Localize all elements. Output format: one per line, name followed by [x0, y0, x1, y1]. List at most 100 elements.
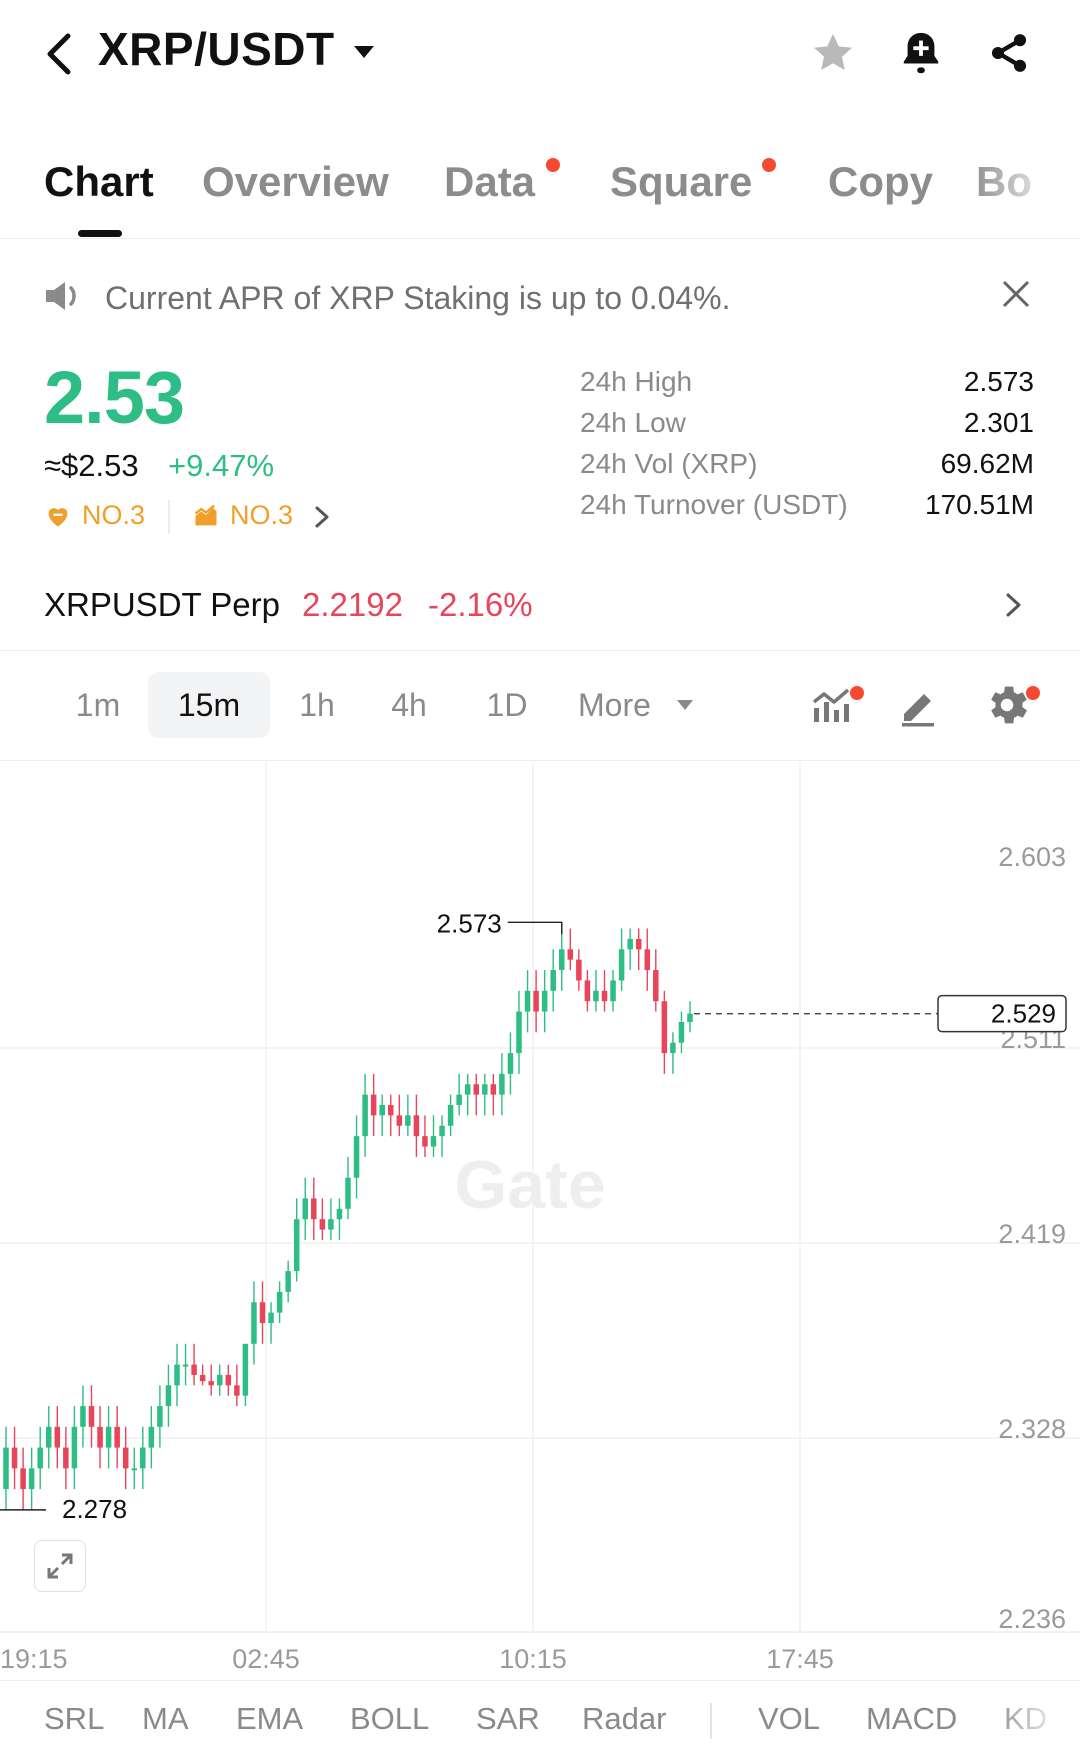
- candle-body: [456, 1094, 462, 1106]
- pair-title[interactable]: XRP/USDT: [98, 23, 335, 75]
- hot-rank-badge[interactable]: NO.3: [44, 500, 145, 531]
- interval-4h[interactable]: 4h: [391, 687, 427, 723]
- candle-body: [3, 1447, 9, 1490]
- candle-body: [644, 949, 650, 971]
- indicator-tabs: SRL MA EMA BOLL SAR Radar VOL MACD KD: [0, 1680, 1080, 1760]
- current-price-label: 2.529: [991, 999, 1056, 1029]
- candle-body: [182, 1364, 189, 1367]
- top-header: XRP/USDT: [0, 0, 1080, 110]
- candle-body: [661, 1001, 668, 1054]
- candle-body: [396, 1115, 403, 1126]
- stat-value-24h-turnover: 170.51M: [925, 489, 1034, 520]
- last-price: 2.53: [44, 356, 185, 439]
- indicator-ema[interactable]: EMA: [236, 1701, 304, 1736]
- candle-body: [242, 1343, 249, 1396]
- price-chart[interactable]: Gate 2.603 2.511 2.419 2.328 2.236 19:15 02:4…: [0, 762, 1080, 1674]
- perp-name: XRPUSDT Perp: [44, 586, 280, 623]
- candle-body: [268, 1312, 274, 1324]
- indicator-sar[interactable]: SAR: [476, 1701, 540, 1736]
- caret-down-icon[interactable]: [676, 698, 694, 712]
- gainer-rank-badge[interactable]: NO.3: [192, 500, 293, 531]
- back-arrow-icon[interactable]: [40, 26, 80, 82]
- caret-down-icon[interactable]: [352, 44, 376, 60]
- settings-gear-icon[interactable]: [982, 680, 1032, 730]
- candle-body: [516, 1011, 522, 1054]
- fullscreen-button[interactable]: [34, 1540, 86, 1592]
- y-tick-label: 2.236: [998, 1604, 1066, 1634]
- indicator-ma[interactable]: MA: [142, 1701, 189, 1736]
- y-tick-label: 2.419: [998, 1219, 1066, 1249]
- indicator-boll[interactable]: BOLL: [350, 1701, 430, 1736]
- candle-body: [345, 1177, 351, 1209]
- candle-body: [328, 1219, 334, 1230]
- indicator-srl[interactable]: SRL: [44, 1701, 105, 1736]
- indicator-overflow-fade: [990, 1681, 1080, 1760]
- star-icon[interactable]: [806, 26, 860, 80]
- tab-data[interactable]: Data: [444, 158, 536, 205]
- perp-contract-row[interactable]: XRPUSDT Perp 2.2192 -2.16%: [0, 560, 1080, 651]
- candle-body: [499, 1073, 505, 1095]
- high-marker-label: 2.573: [437, 908, 502, 938]
- candle-body: [593, 990, 599, 1002]
- candle-body: [678, 1021, 685, 1043]
- interval-more[interactable]: More: [578, 687, 651, 723]
- candle-body: [191, 1364, 197, 1375]
- candle-body: [541, 990, 548, 1012]
- settings-notification-dot: [1026, 686, 1040, 700]
- candle-body: [88, 1406, 95, 1427]
- announcement-bar[interactable]: Current APR of XRP Staking is up to 0.04…: [0, 240, 1080, 350]
- draw-pencil-icon[interactable]: [894, 680, 944, 730]
- indicator-radar[interactable]: Radar: [582, 1701, 667, 1736]
- candle-body: [353, 1136, 360, 1178]
- interval-15m[interactable]: 15m: [148, 672, 270, 738]
- candle-body: [63, 1447, 69, 1469]
- perp-change: -2.16%: [428, 586, 533, 623]
- candle-body: [114, 1426, 120, 1448]
- candle-body: [302, 1198, 308, 1220]
- bell-plus-icon[interactable]: [894, 26, 948, 80]
- candle-body: [627, 938, 633, 950]
- y-tick-label: 2.603: [998, 842, 1066, 872]
- candle-body: [46, 1426, 52, 1448]
- watermark-text: Gate: [454, 1147, 605, 1223]
- y-tick-label: 2.328: [998, 1414, 1066, 1444]
- candle-body: [276, 1291, 283, 1313]
- close-icon[interactable]: [996, 274, 1036, 314]
- x-tick-label: 19:15: [0, 1644, 68, 1672]
- interval-1d[interactable]: 1D: [486, 687, 528, 723]
- interval-1h[interactable]: 1h: [299, 687, 335, 723]
- interval-toolbar: 1m 15m 1h 4h 1D More: [0, 652, 1080, 761]
- candle-body: [653, 970, 659, 1002]
- candle-body: [71, 1426, 78, 1469]
- candle-body: [293, 1219, 300, 1272]
- candle-body: [379, 1105, 385, 1116]
- tab-overview[interactable]: Overview: [202, 158, 389, 205]
- candle-body: [388, 1105, 394, 1116]
- tab-copy[interactable]: Copy: [828, 158, 933, 205]
- tab-chart[interactable]: Chart: [44, 158, 154, 205]
- x-tick-label: 17:45: [766, 1644, 834, 1672]
- indicator-chart-icon[interactable]: [808, 680, 858, 730]
- candle-body: [54, 1426, 61, 1448]
- candle-body: [362, 1094, 368, 1137]
- candle-body: [285, 1271, 291, 1292]
- interval-1m[interactable]: 1m: [75, 687, 121, 723]
- indicator-notification-dot: [850, 686, 864, 700]
- indicator-vol[interactable]: VOL: [758, 1701, 821, 1736]
- candle-body: [174, 1364, 180, 1386]
- candle-body: [439, 1125, 445, 1137]
- chevron-right-icon[interactable]: [312, 502, 332, 532]
- candle-body: [430, 1136, 437, 1147]
- candle-body: [507, 1053, 514, 1074]
- candle-body: [165, 1385, 172, 1407]
- candle-body: [97, 1426, 103, 1448]
- candle-body: [259, 1302, 266, 1324]
- candle-body: [311, 1198, 317, 1220]
- candle-body: [28, 1468, 35, 1490]
- share-icon[interactable]: [982, 26, 1036, 80]
- candle-body: [20, 1468, 26, 1490]
- price-change-percent: +9.47%: [168, 448, 275, 483]
- tab-square[interactable]: Square: [610, 158, 753, 205]
- indicator-macd[interactable]: MACD: [866, 1701, 958, 1736]
